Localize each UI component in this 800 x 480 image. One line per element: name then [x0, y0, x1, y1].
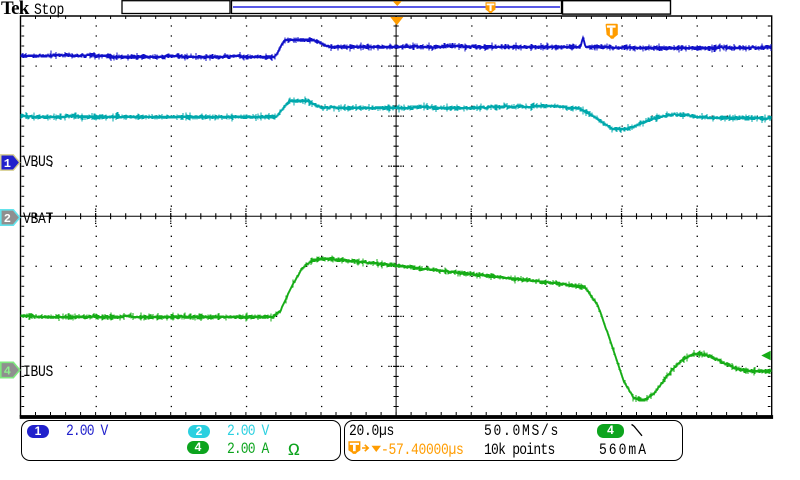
svg-text:4: 4	[4, 365, 11, 379]
svg-text:1: 1	[4, 157, 11, 171]
svg-text:2: 2	[4, 212, 11, 226]
